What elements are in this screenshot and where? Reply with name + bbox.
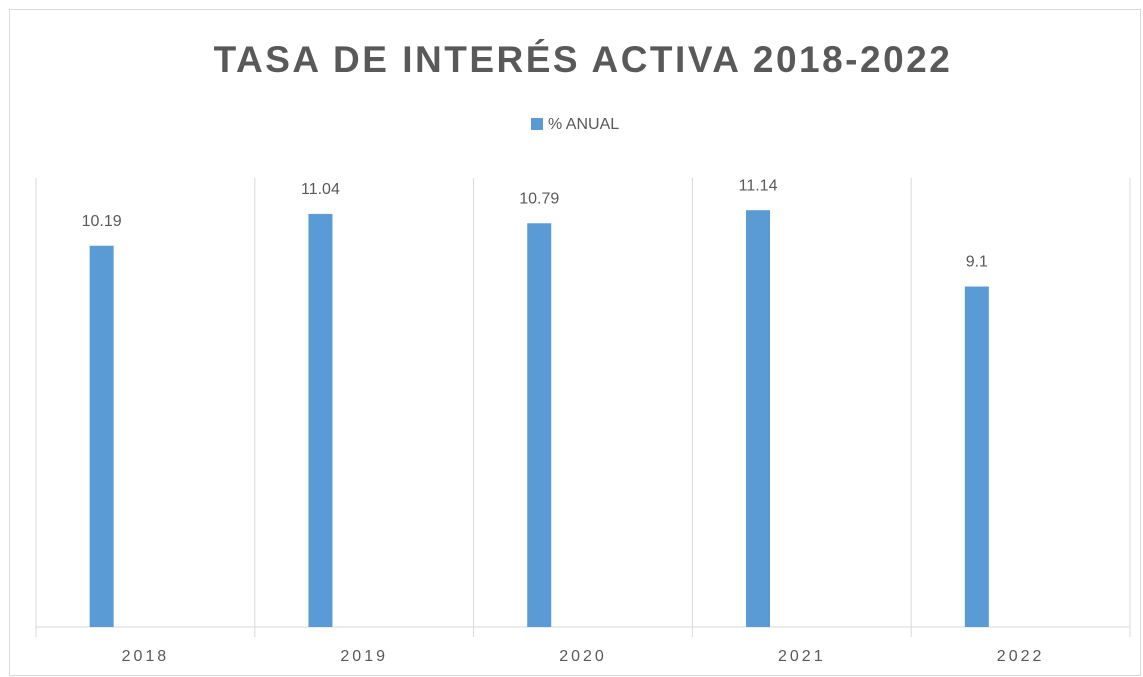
legend-label: % ANUAL xyxy=(548,116,619,133)
bar xyxy=(308,213,333,628)
x-tick-label: 2020 xyxy=(559,648,607,665)
chart-frame xyxy=(9,9,1141,676)
x-tick-label: 2021 xyxy=(778,648,826,665)
bar xyxy=(89,245,114,627)
legend-swatch xyxy=(531,118,543,130)
x-tick-label: 2022 xyxy=(997,648,1045,665)
data-label: 9.1 xyxy=(966,254,988,271)
x-tick-label: 2019 xyxy=(340,648,388,665)
chart-title: TASA DE INTERÉS ACTIVA 2018-2022 xyxy=(214,39,953,80)
data-label: 11.04 xyxy=(301,181,340,198)
data-label: 11.14 xyxy=(739,177,778,194)
data-label: 10.79 xyxy=(519,190,559,207)
x-tick-label: 2018 xyxy=(122,648,170,665)
bar xyxy=(746,210,771,627)
data-label: 10.19 xyxy=(82,213,122,230)
bar xyxy=(527,223,552,627)
bar xyxy=(964,286,989,627)
